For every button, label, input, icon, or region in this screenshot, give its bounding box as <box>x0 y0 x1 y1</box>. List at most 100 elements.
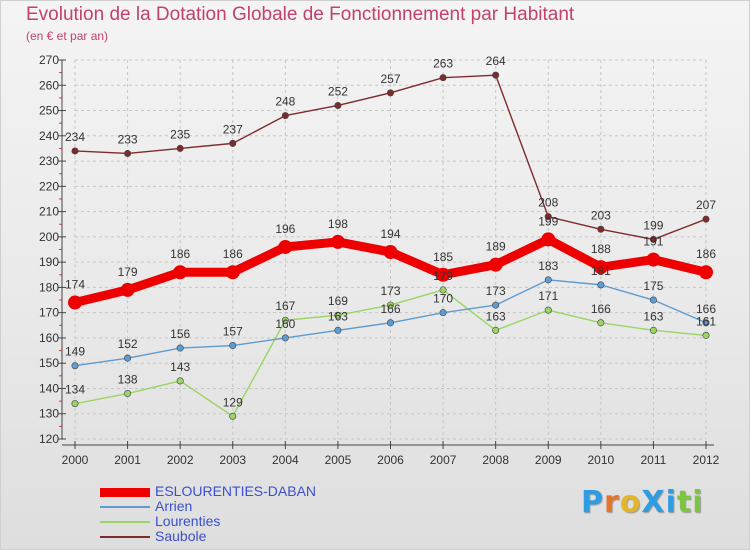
x-tick-label: 2005 <box>325 453 352 467</box>
data-label: 237 <box>223 122 243 136</box>
data-point <box>439 286 447 294</box>
data-label: 185 <box>433 250 453 264</box>
x-tick-label: 2002 <box>167 453 194 467</box>
data-point <box>544 306 552 314</box>
data-label: 257 <box>380 72 400 86</box>
data-label: 174 <box>65 278 85 292</box>
axis-layer: 120 130 140 150 160 170 180 190 200 210 220 230 240 2… <box>39 53 720 467</box>
data-label: 143 <box>170 360 190 374</box>
data-point <box>488 257 503 272</box>
data-point <box>334 326 342 334</box>
x-tick-label: 2003 <box>219 453 246 467</box>
data-label: 170 <box>433 292 453 306</box>
data-point <box>383 245 398 260</box>
data-label: 163 <box>486 309 506 323</box>
y-tick-label: 200 <box>39 230 59 244</box>
data-point <box>330 234 345 249</box>
legend-label: Arrien <box>155 498 193 514</box>
data-label: 160 <box>275 317 295 331</box>
data-point <box>229 412 237 420</box>
data-point <box>541 232 556 247</box>
data-point <box>334 101 342 109</box>
data-point <box>124 354 132 362</box>
data-point <box>702 331 710 339</box>
data-point <box>281 334 289 342</box>
data-point <box>120 282 135 297</box>
logo-letter: i <box>665 485 677 520</box>
data-label: 138 <box>118 373 138 387</box>
data-label: 198 <box>328 217 348 231</box>
logo-letter: P <box>581 485 604 520</box>
logo-letter: i <box>692 485 704 520</box>
data-label: 171 <box>538 289 558 303</box>
data-label: 208 <box>538 196 558 210</box>
data-label: 166 <box>591 302 611 316</box>
proxiti-logo: ProXiti <box>581 485 704 520</box>
x-tick-label: 2006 <box>377 453 404 467</box>
data-label: 179 <box>118 265 138 279</box>
legend-label: ESLOURENTIES-DABAN <box>155 483 317 499</box>
data-point <box>71 362 79 370</box>
data-label: 189 <box>486 240 506 254</box>
legend-label: Saubole <box>155 528 207 544</box>
x-tick-label: 2007 <box>430 453 457 467</box>
data-label: 199 <box>538 214 558 228</box>
data-point <box>281 112 289 120</box>
series-layer <box>68 71 713 420</box>
data-label: 167 <box>275 299 295 313</box>
data-point <box>492 301 500 309</box>
data-point <box>225 265 240 280</box>
data-point <box>492 71 500 79</box>
data-label: 152 <box>118 337 138 351</box>
x-tick-label: 2004 <box>272 453 299 467</box>
data-point <box>386 301 394 309</box>
data-point <box>68 295 82 310</box>
data-label: 203 <box>591 208 611 222</box>
data-point <box>124 149 132 157</box>
legend-label: Lourenties <box>155 513 221 529</box>
y-tick-label: 230 <box>39 154 59 168</box>
logo-letter: o <box>619 485 642 520</box>
data-point <box>229 342 237 350</box>
data-label: 156 <box>170 327 190 341</box>
y-tick-label: 140 <box>39 381 59 395</box>
data-label: 163 <box>328 309 348 323</box>
data-label: 181 <box>591 264 611 278</box>
data-label: 173 <box>486 284 506 298</box>
data-point <box>176 144 184 152</box>
x-tick-label: 2001 <box>114 453 141 467</box>
data-point <box>439 309 447 317</box>
x-tick-label: 2010 <box>587 453 614 467</box>
x-tick-label: 2011 <box>641 453 667 467</box>
data-point <box>646 252 661 267</box>
data-label: 183 <box>538 259 558 273</box>
data-point <box>71 147 79 155</box>
y-tick-label: 250 <box>39 104 59 118</box>
data-label: 163 <box>643 309 663 323</box>
x-tick-label: 2009 <box>535 453 562 467</box>
x-tick-label: 2012 <box>693 453 720 467</box>
y-tick-label: 270 <box>39 53 59 67</box>
data-label: 199 <box>643 218 663 232</box>
data-label: 235 <box>170 127 190 141</box>
data-point <box>597 281 605 289</box>
data-point <box>649 326 657 334</box>
data-label: 169 <box>328 294 348 308</box>
data-label: 149 <box>65 345 85 359</box>
data-point <box>702 319 710 327</box>
data-label: 166 <box>380 302 400 316</box>
data-label: 248 <box>275 95 295 109</box>
data-label: 161 <box>696 314 716 328</box>
data-label-layer: 174 179 186 186 196 198 194 185 189 199 188 191 186 1… <box>65 54 716 409</box>
y-tick-label: 120 <box>39 432 59 446</box>
x-tick-label: 2008 <box>482 453 509 467</box>
data-label: 234 <box>65 130 85 144</box>
data-label: 186 <box>223 247 243 261</box>
logo-letter: X <box>641 485 666 520</box>
data-point <box>386 89 394 97</box>
data-label: 194 <box>380 227 400 241</box>
data-label: 252 <box>328 84 348 98</box>
data-point <box>176 344 184 352</box>
data-label: 191 <box>643 235 663 249</box>
